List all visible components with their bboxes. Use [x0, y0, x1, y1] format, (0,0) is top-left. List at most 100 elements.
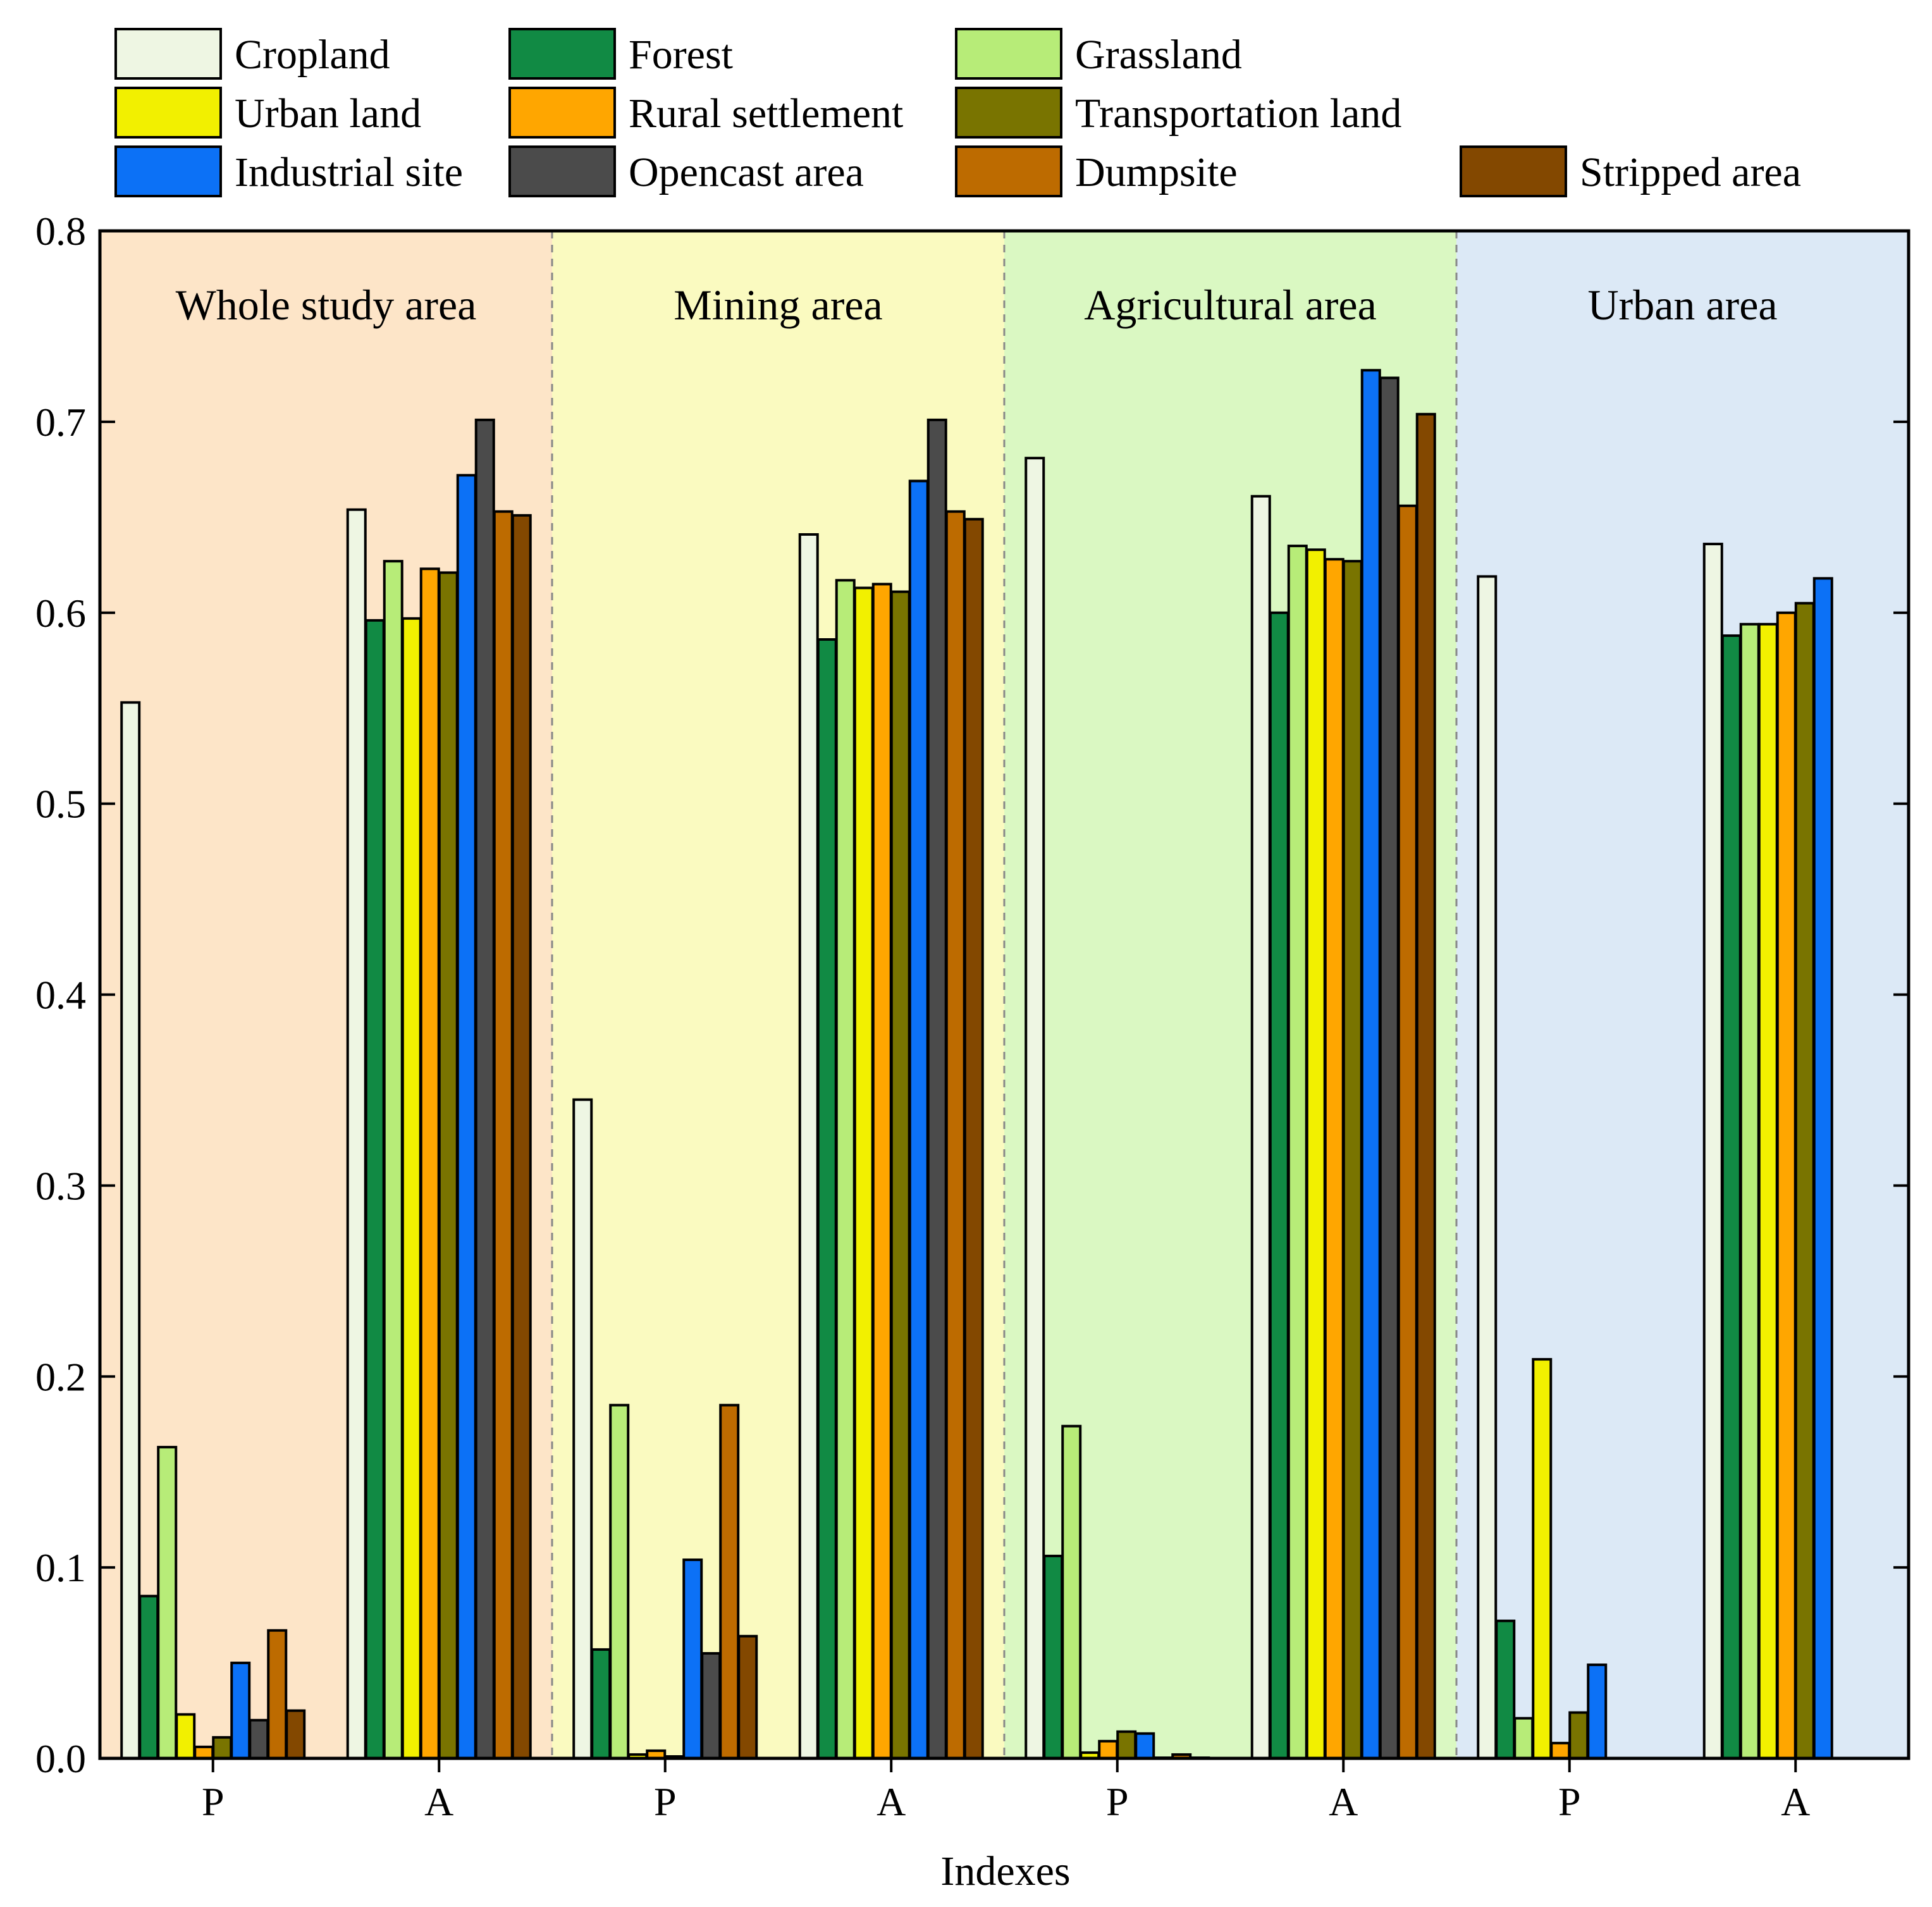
bar — [871, 583, 892, 1760]
bar — [1739, 622, 1760, 1760]
bar — [1305, 548, 1326, 1760]
legend-swatch — [955, 28, 1062, 80]
bar — [1287, 545, 1308, 1760]
x-tick-label: A — [1329, 1779, 1358, 1824]
y-tick-label: 0.8 — [35, 209, 86, 254]
x-tick-label: A — [877, 1779, 906, 1824]
bar — [1702, 543, 1723, 1760]
bar — [1116, 1730, 1137, 1760]
axes: P A P A P A P A 0.0 0.1 0.2 0.3 0.4 0.5 0.6 0.7 0.8 — [35, 209, 1909, 1824]
bar — [572, 1098, 593, 1760]
bar — [1324, 558, 1344, 1760]
bar — [474, 418, 495, 1760]
bar — [511, 514, 532, 1760]
bar — [1794, 602, 1815, 1760]
bar — [908, 479, 929, 1760]
y-tick-label: 0.1 — [35, 1545, 86, 1590]
legend-swatch — [1460, 145, 1567, 197]
bar — [1360, 369, 1381, 1760]
bar — [285, 1709, 306, 1760]
bar — [493, 510, 514, 1760]
bar — [212, 1736, 233, 1760]
panel-title: Urban area — [1587, 281, 1777, 329]
bar — [816, 638, 837, 1760]
x-axis-title: Indexes — [940, 1848, 1070, 1894]
y-tick-label: 0.0 — [35, 1736, 86, 1781]
bar — [138, 1595, 159, 1760]
legend: Cropland Forest Grassland Urban land Rural s… — [114, 28, 1801, 197]
legend-item: Urban land — [114, 87, 421, 139]
bar — [1776, 611, 1797, 1760]
bar — [1513, 1717, 1534, 1760]
bar — [798, 533, 819, 1760]
panel-background — [1456, 231, 1909, 1758]
bar — [835, 579, 856, 1760]
bar — [682, 1558, 703, 1760]
bar — [1757, 622, 1778, 1760]
y-tick-label: 0.5 — [35, 782, 86, 827]
bar — [963, 517, 984, 1760]
legend-item: Opencast area — [508, 145, 864, 197]
legend-item: Transportation land — [955, 87, 1401, 139]
bar — [1477, 575, 1498, 1760]
legend-swatch — [955, 87, 1062, 139]
panel-title: Agricultural area — [1084, 281, 1377, 329]
bar — [1024, 457, 1045, 1760]
x-tick-label: A — [424, 1779, 453, 1824]
bar — [346, 508, 367, 1760]
bar — [1587, 1663, 1608, 1760]
panel-title: Whole study area — [176, 281, 477, 329]
x-tick-label: P — [654, 1779, 677, 1824]
bar — [853, 586, 874, 1760]
bar — [719, 1404, 740, 1760]
bar — [230, 1662, 251, 1760]
bar — [1495, 1619, 1516, 1760]
bar — [1397, 504, 1418, 1760]
legend-item: Rural settlement — [508, 87, 903, 139]
bar — [438, 571, 458, 1760]
bar — [1342, 560, 1363, 1760]
legend-item: Stripped area — [1460, 145, 1801, 197]
bar — [1135, 1732, 1155, 1760]
bar — [157, 1445, 178, 1760]
legend-swatch — [955, 145, 1062, 197]
bar — [1379, 376, 1400, 1760]
legend-label: Opencast area — [629, 149, 864, 195]
bar — [701, 1651, 722, 1760]
legend-label: Cropland — [235, 32, 390, 78]
legend-label: Stripped area — [1580, 149, 1801, 195]
bar — [926, 418, 947, 1760]
bar — [267, 1629, 288, 1760]
y-tick-label: 0.7 — [35, 400, 86, 445]
legend-item: Industrial site — [114, 145, 463, 197]
x-tick-label: P — [1106, 1779, 1129, 1824]
bar — [1415, 412, 1436, 1760]
legend-item: Dumpsite — [955, 145, 1238, 197]
legend-label: Grassland — [1075, 32, 1242, 78]
bar — [609, 1404, 630, 1760]
bar — [175, 1713, 196, 1760]
bar — [383, 560, 403, 1760]
legend-swatch — [114, 145, 222, 197]
bar — [1098, 1739, 1119, 1760]
bar — [1250, 495, 1271, 1760]
bar — [1721, 634, 1742, 1760]
panel-title: Mining area — [674, 281, 882, 329]
bar — [1043, 1555, 1064, 1760]
bar — [945, 510, 966, 1760]
bar — [1812, 577, 1833, 1760]
bar — [591, 1648, 612, 1760]
legend-label: Transportation land — [1075, 90, 1401, 137]
legend-item: Grassland — [955, 28, 1242, 80]
bar — [890, 590, 911, 1760]
x-tick-label: P — [1558, 1779, 1581, 1824]
legend-item: Forest — [508, 28, 733, 80]
bar — [401, 617, 422, 1760]
bar — [120, 701, 141, 1760]
legend-label: Urban land — [235, 90, 421, 137]
legend-swatch — [508, 28, 616, 80]
legend-swatch — [114, 28, 222, 80]
y-tick-label: 0.3 — [35, 1163, 86, 1208]
bar — [1532, 1358, 1553, 1760]
